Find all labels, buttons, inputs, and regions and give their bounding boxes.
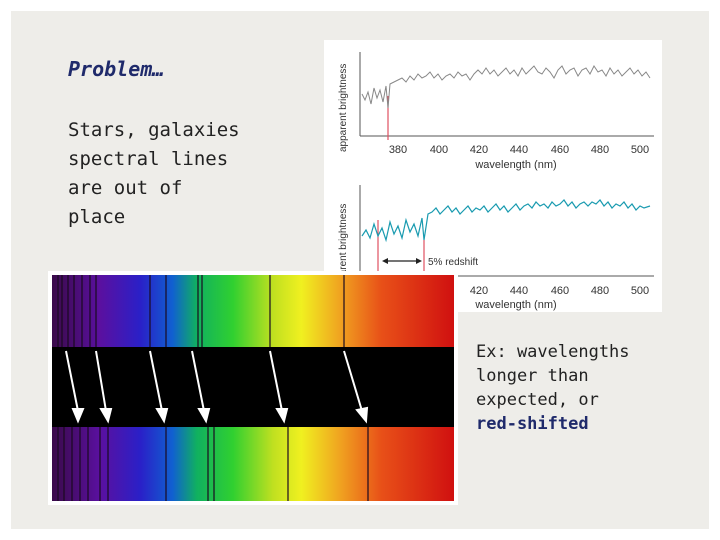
example-line: Ex: wavelengths xyxy=(476,342,630,362)
unshifted-spectrum-band xyxy=(52,275,454,347)
redshift-annotation: 5% redshift xyxy=(428,257,478,268)
slide-title: Problem… xyxy=(68,57,165,81)
body-line: place xyxy=(68,206,126,228)
top-tick-label: 440 xyxy=(510,144,528,156)
bottom-tick-label: 460 xyxy=(551,285,569,297)
body-line: spectral lines xyxy=(68,148,229,170)
shift-arrows xyxy=(65,350,369,424)
bottom-tick-label: 440 xyxy=(510,285,528,297)
top-tick-label: 420 xyxy=(470,144,488,156)
top-ylabel: apparent brightness xyxy=(338,64,349,152)
shift-band xyxy=(52,347,454,427)
slide-body-text: Stars, galaxies spectral lines are out o… xyxy=(68,116,240,232)
top-tick-label: 500 xyxy=(631,144,649,156)
top-spectrum-line xyxy=(361,65,651,109)
shifted-spectrum-band xyxy=(52,427,454,501)
body-line: Stars, galaxies xyxy=(68,119,240,141)
example-text: Ex: wavelengths longer than expected, or… xyxy=(476,340,630,436)
bottom-spectrum-line xyxy=(361,199,651,243)
top-tick-label: 400 xyxy=(430,144,448,156)
shifted-absorption-lines xyxy=(57,427,369,501)
top-xlabel: wavelength (nm) xyxy=(474,159,556,171)
example-line: longer than xyxy=(476,366,589,386)
spectrum-shift-figure xyxy=(48,271,458,505)
example-line: expected, or xyxy=(476,390,599,410)
top-spectrum-panel: apparent brightness 380 400 420 440 460 … xyxy=(338,52,654,171)
top-tick-label: 480 xyxy=(591,144,609,156)
bottom-tick-label: 420 xyxy=(470,285,488,297)
bottom-tick-label: 500 xyxy=(631,285,649,297)
top-tick-label: 380 xyxy=(389,144,407,156)
red-shifted-highlight: red-shifted xyxy=(476,414,589,434)
bottom-ylabel: apparent brightness xyxy=(338,204,349,292)
bottom-tick-label: 480 xyxy=(591,285,609,297)
spectra-graph-figure: apparent brightness 380 400 420 440 460 … xyxy=(324,40,662,312)
bottom-spectrum-panel: apparent brightness 5% redshift 380 400 … xyxy=(338,185,654,311)
top-ticks: 380 400 420 440 460 480 500 xyxy=(389,144,649,156)
bottom-xlabel: wavelength (nm) xyxy=(474,299,556,311)
unshifted-absorption-lines xyxy=(57,275,345,347)
body-line: are out of xyxy=(68,177,183,199)
top-tick-label: 460 xyxy=(551,144,569,156)
